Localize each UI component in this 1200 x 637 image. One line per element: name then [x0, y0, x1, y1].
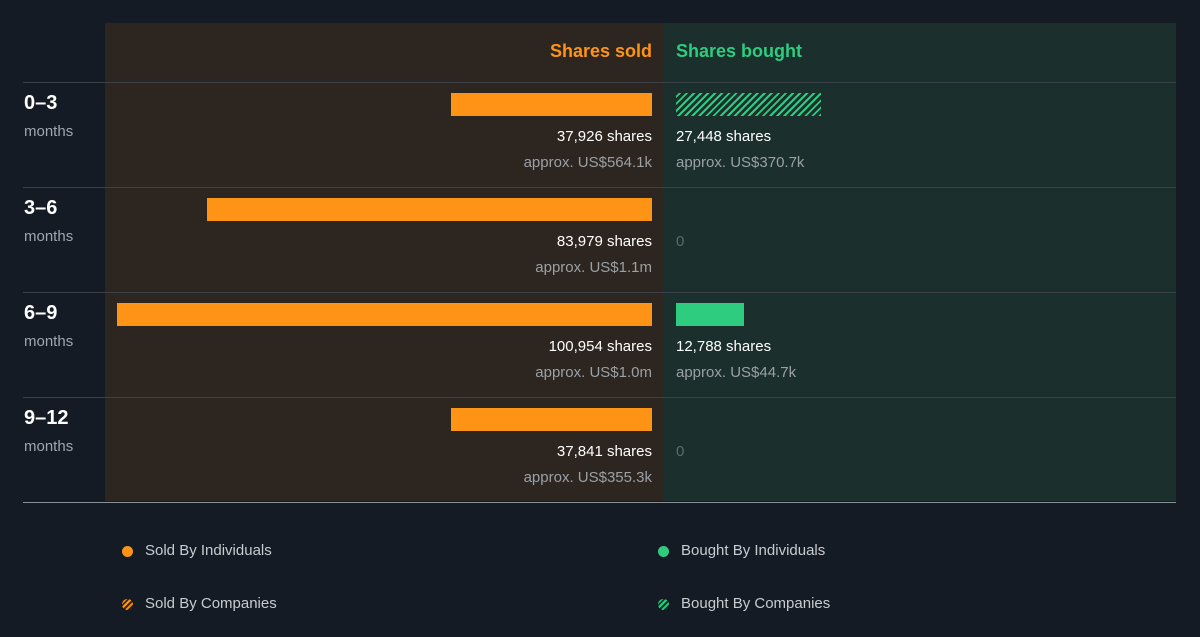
row-separator — [23, 187, 1176, 188]
legend-label: Sold By Companies — [145, 595, 277, 612]
sold-value-label: approx. US$1.1m — [535, 259, 652, 276]
bought-zero-label: 0 — [676, 233, 685, 250]
period-unit: months — [24, 228, 74, 245]
bought-bar — [676, 303, 744, 326]
bought-individuals-dot-icon — [658, 545, 669, 557]
row-separator — [23, 292, 1176, 293]
legend-label: Sold By Individuals — [145, 542, 272, 559]
sold-bar — [451, 93, 652, 116]
period-label-group: 6–9 months — [24, 301, 73, 351]
sold-companies-hatch-icon — [122, 598, 133, 610]
period-label-group: 0–3 months — [24, 91, 73, 141]
period-range: 9–12 — [24, 407, 69, 429]
legend-item: Bought By Individuals — [658, 542, 825, 560]
legend-label: Bought By Individuals — [681, 542, 826, 559]
period-label-group: 9–12 months — [24, 406, 73, 456]
bought-value-label: approx. US$44.7k — [676, 364, 797, 381]
row-separator — [23, 397, 1176, 398]
shares-bought-header: Shares bought — [676, 41, 803, 61]
legend-label: Bought By Companies — [681, 595, 831, 612]
legend-item: Sold By Individuals — [122, 542, 272, 560]
period-range: 6–9 — [24, 302, 58, 324]
bought-shares-label: 12,788 shares — [676, 338, 772, 355]
shares-sold-header: Shares sold — [549, 41, 652, 61]
sold-value-label: approx. US$1.0m — [535, 364, 652, 381]
sold-bar — [117, 303, 652, 326]
bought-value-label: approx. US$370.7k — [676, 154, 805, 171]
bought-companies-hatch-icon — [658, 598, 669, 610]
legend-item: Bought By Companies — [658, 595, 830, 613]
bought-zero-label: 0 — [676, 443, 685, 460]
bought-bar — [676, 93, 821, 116]
period-range: 0–3 — [24, 92, 58, 114]
period-range: 3–6 — [24, 197, 58, 219]
period-unit: months — [24, 438, 74, 455]
period-label-group: 3–6 months — [24, 196, 73, 246]
row-separator — [23, 502, 1176, 503]
sold-individuals-dot-icon — [122, 545, 133, 557]
bought-shares-label: 27,448 shares — [676, 128, 772, 145]
sold-shares-label: 100,954 shares — [548, 338, 652, 355]
row-separator — [23, 82, 1176, 83]
period-unit: months — [24, 333, 74, 350]
sold-bar — [451, 408, 652, 431]
sold-shares-label: 83,979 shares — [556, 233, 652, 250]
sold-value-label: approx. US$355.3k — [523, 469, 652, 486]
sold-shares-label: 37,841 shares — [556, 443, 652, 460]
legend-item: Sold By Companies — [122, 595, 277, 613]
sold-value-label: approx. US$564.1k — [523, 154, 652, 171]
period-unit: months — [24, 123, 74, 140]
sold-shares-label: 37,926 shares — [556, 128, 652, 145]
sold-bar — [207, 198, 652, 221]
